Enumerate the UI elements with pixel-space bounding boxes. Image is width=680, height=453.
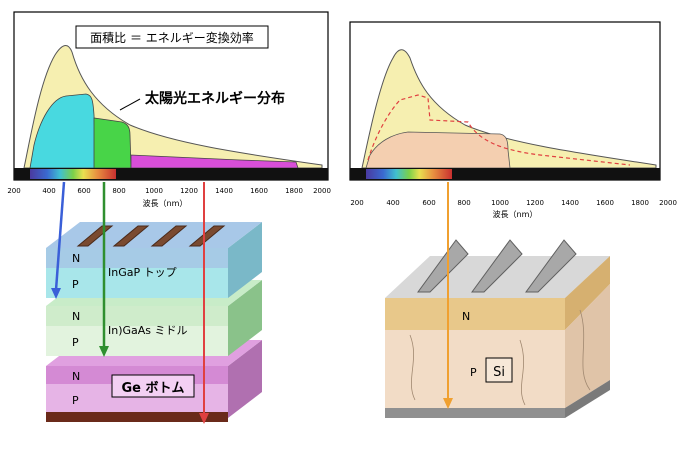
top-p-label: P	[72, 278, 79, 291]
ge-cell-label: Ge ボトム	[121, 380, 184, 396]
ratio-label-box	[75, 25, 269, 49]
left-top-cell-area	[29, 93, 97, 169]
top-cell-p-layer	[46, 268, 228, 298]
si-n-layer	[385, 298, 565, 330]
top-cell-label: InGaP トップ	[108, 266, 177, 279]
left-x-tick: 1400	[215, 187, 233, 195]
left-x-axis-label: 波長（nm）	[143, 198, 188, 208]
si-grain-line	[409, 334, 416, 401]
ge-p-label: P	[72, 394, 79, 407]
substrate-front	[46, 412, 228, 422]
si-p-side	[565, 284, 610, 408]
right-x-tick: 800	[457, 199, 470, 207]
electrode-finger	[112, 225, 150, 247]
electrode-finger	[188, 225, 226, 247]
si-electrode-finger	[525, 239, 577, 293]
middle-cell-n-layer	[46, 306, 228, 326]
right-x-tick: 1800	[631, 199, 649, 207]
left-spectrum-chart: 面積比 ＝ エネルギー変換効率 太陽光エネルギー分布 200 400 600 8…	[7, 11, 331, 208]
left-x-tick: 1000	[145, 187, 163, 195]
left-x-tick: 1800	[285, 187, 303, 195]
right-x-tick: 1200	[526, 199, 544, 207]
middle-cell-p-layer	[46, 326, 228, 356]
si-label-box	[485, 357, 513, 383]
si-grain-line	[579, 309, 591, 391]
top-cell-side	[228, 222, 262, 298]
blue-light-arrow	[54, 181, 66, 291]
left-x-tick: 200	[7, 187, 20, 195]
multijunction-cell: N P Ge ボトム N P In)GaAs ミドル N P InGaP トップ	[46, 181, 262, 424]
spectrum-label: 太陽光エネルギー分布	[145, 90, 285, 107]
right-theoretical-limit-dashed	[367, 94, 631, 166]
orange-arrow-head	[443, 398, 453, 409]
electrode-finger	[150, 225, 188, 247]
green-arrow-head	[99, 346, 109, 357]
right-spectrum-chart: 200 400 600 800 1000 1200 1400 1600 1800…	[349, 21, 677, 219]
right-x-tick: 1600	[596, 199, 614, 207]
ratio-label: 面積比 ＝ エネルギー変換効率	[90, 30, 254, 45]
spectrum-label-pointer	[119, 98, 141, 111]
right-si-absorbed-area	[365, 131, 511, 169]
si-material-label: Si	[493, 365, 505, 380]
si-p-label: P	[470, 366, 477, 379]
si-electrode-finger	[471, 239, 523, 293]
si-back-contact	[385, 408, 565, 418]
si-grain-line	[519, 339, 526, 406]
top-n-label: N	[72, 252, 80, 265]
left-x-tick: 2000	[313, 187, 331, 195]
middle-cell-label: In)GaAs ミドル	[108, 324, 188, 337]
silicon-cell: N P Si	[385, 182, 610, 418]
left-x-tick: 400	[42, 187, 55, 195]
left-x-tick: 1200	[180, 187, 198, 195]
left-x-tick: 800	[112, 187, 125, 195]
right-x-tick: 1400	[561, 199, 579, 207]
right-x-axis-label: 波長（nm）	[493, 209, 538, 219]
left-x-tick: 1600	[250, 187, 268, 195]
si-n-label: N	[462, 310, 470, 323]
si-p-layer	[385, 330, 565, 408]
si-back-contact-side	[565, 380, 610, 418]
left-x-tick: 600	[77, 187, 90, 195]
right-x-tick: 200	[350, 199, 363, 207]
right-x-tick: 2000	[659, 199, 677, 207]
right-x-tick: 600	[422, 199, 435, 207]
left-visible-band	[30, 169, 116, 179]
right-visible-band	[366, 169, 452, 179]
middle-n-label: N	[72, 310, 80, 323]
left-middle-cell-area	[93, 117, 132, 169]
blue-arrow-head	[51, 288, 61, 299]
right-x-tick: 1000	[491, 199, 509, 207]
middle-cell-side	[228, 280, 262, 356]
top-cell-n-layer	[46, 248, 228, 268]
ge-n-label: N	[72, 370, 80, 383]
si-electrode-finger	[417, 239, 469, 293]
si-n-side	[565, 256, 610, 330]
ge-label-box	[111, 374, 195, 398]
middle-p-label: P	[72, 336, 79, 349]
right-x-tick: 400	[386, 199, 399, 207]
red-arrow-head	[199, 413, 209, 424]
